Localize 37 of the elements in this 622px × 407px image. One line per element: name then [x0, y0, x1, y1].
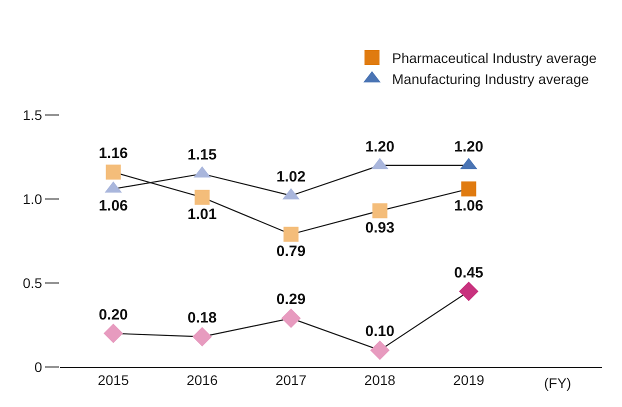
data-label: 0.20: [98, 306, 128, 324]
point: [104, 324, 124, 344]
legend-label: Pharmaceutical Industry average: [392, 50, 597, 66]
data-label: 1.06: [98, 198, 128, 215]
data-label: 0.93: [365, 219, 394, 236]
x-tick-label: 2018: [364, 372, 396, 388]
y-tick-label: 0: [34, 358, 42, 375]
data-label: 1.02: [276, 168, 306, 186]
point: [194, 190, 210, 205]
point: [370, 340, 390, 360]
point: [461, 181, 476, 196]
data-label: 1.15: [188, 146, 217, 164]
point: [284, 226, 299, 242]
data-label: 0.18: [188, 310, 217, 327]
data-label: 1.01: [188, 206, 217, 223]
data-label: 0.45: [454, 264, 484, 282]
x-tick-label: 2019: [453, 372, 484, 388]
data-label: 0.10: [365, 323, 394, 340]
y-tick-label: 1.5: [22, 106, 42, 123]
y-tick-label: 0.5: [22, 274, 42, 291]
x-tick-label: 2015: [98, 372, 130, 388]
point: [106, 164, 121, 180]
data-label: 1.06: [454, 198, 484, 215]
data-label: 0.29: [276, 291, 306, 308]
data-label: 0.79: [276, 242, 306, 260]
x-axis-title: (FY): [544, 375, 572, 391]
point: [192, 327, 212, 347]
point: [458, 282, 478, 302]
data-label: 1.20: [365, 138, 394, 156]
y-tick-label: 1.0: [22, 190, 42, 207]
data-label: 1.16: [98, 144, 128, 162]
x-tick-label: 2017: [275, 372, 307, 388]
point: [281, 308, 301, 328]
legend-label: Manufacturing Industry average: [392, 71, 590, 88]
data-label: 1.20: [454, 138, 484, 156]
point: [372, 203, 388, 218]
x-tick-label: 2016: [186, 372, 218, 388]
